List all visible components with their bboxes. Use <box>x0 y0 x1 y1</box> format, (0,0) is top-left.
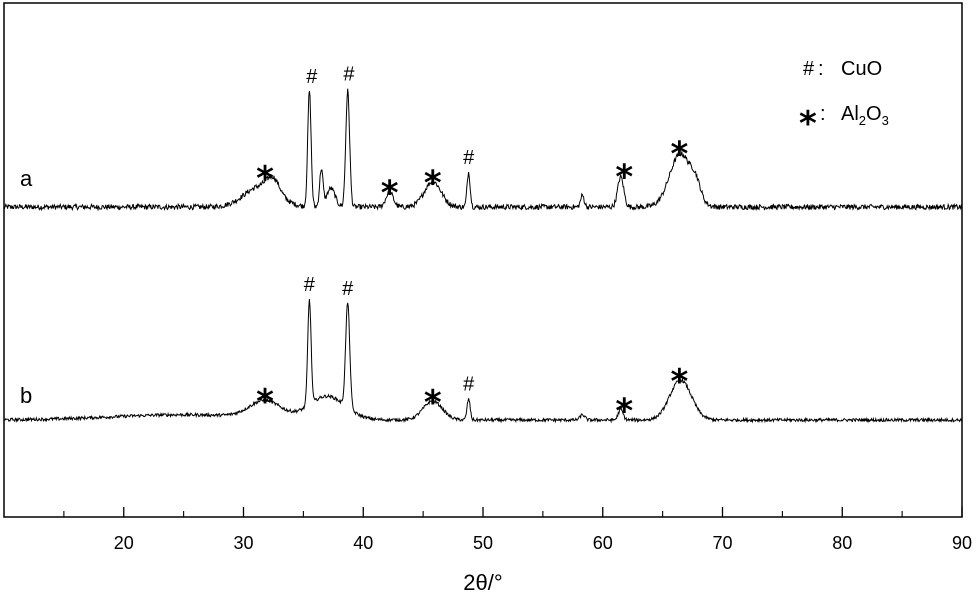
al2o3-peak-marker: * <box>381 173 399 213</box>
legend-symbol-al2o3: * <box>799 104 817 144</box>
al2o3-peak-marker: * <box>424 163 442 203</box>
al2o3-peak-marker: * <box>670 134 688 174</box>
x-axis-title: 2θ/° <box>463 570 502 595</box>
legend-text-part: 2 <box>859 113 866 128</box>
x-tick-label: 50 <box>473 533 493 553</box>
legend: #: CuO *: Al2O3 <box>799 58 889 144</box>
series-label-a: a <box>20 166 33 191</box>
al2o3-peak-marker: * <box>256 159 274 199</box>
al2o3-peak-marker: * <box>615 391 633 431</box>
x-tick-label: 40 <box>353 533 373 553</box>
cuo-peak-marker: # <box>306 66 318 88</box>
x-tick-label: 90 <box>952 533 972 553</box>
x-tick-label: 80 <box>832 533 852 553</box>
legend-label-cuo: CuO <box>841 58 882 80</box>
al2o3-peak-marker: * <box>424 383 442 423</box>
x-axis-ticks: 20 30 40 50 60 70 80 90 <box>63 507 972 553</box>
diffraction-curves: ab <box>3 88 963 424</box>
peak-markers: * # # * * # * * * # # * # * * <box>256 64 688 432</box>
legend-text-part: O <box>866 103 882 125</box>
al2o3-peak-marker: * <box>256 382 274 422</box>
legend-text-part: Al <box>841 103 859 125</box>
plot-frame <box>3 2 963 518</box>
x-tick-label: 30 <box>233 533 253 553</box>
x-tick-label: 70 <box>712 533 732 553</box>
legend-label-al2o3: Al2O3 <box>841 103 889 128</box>
x-tick-label: 20 <box>114 533 134 553</box>
cuo-peak-marker: # <box>463 147 475 169</box>
cuo-peak-marker: # <box>304 274 316 296</box>
legend-text-part: 3 <box>882 113 889 128</box>
series-line-a <box>3 88 963 212</box>
al2o3-peak-marker: * <box>670 362 688 402</box>
x-tick-label: 60 <box>593 533 613 553</box>
cuo-peak-marker: # <box>342 278 354 300</box>
legend-separator: : <box>820 103 826 125</box>
series-line-b <box>3 298 963 424</box>
legend-separator: : <box>818 58 824 80</box>
legend-symbol-cuo: # <box>803 58 815 80</box>
cuo-peak-marker: # <box>343 64 355 86</box>
series-label-b: b <box>20 383 32 408</box>
cuo-peak-marker: # <box>463 373 475 395</box>
al2o3-peak-marker: * <box>615 158 633 198</box>
